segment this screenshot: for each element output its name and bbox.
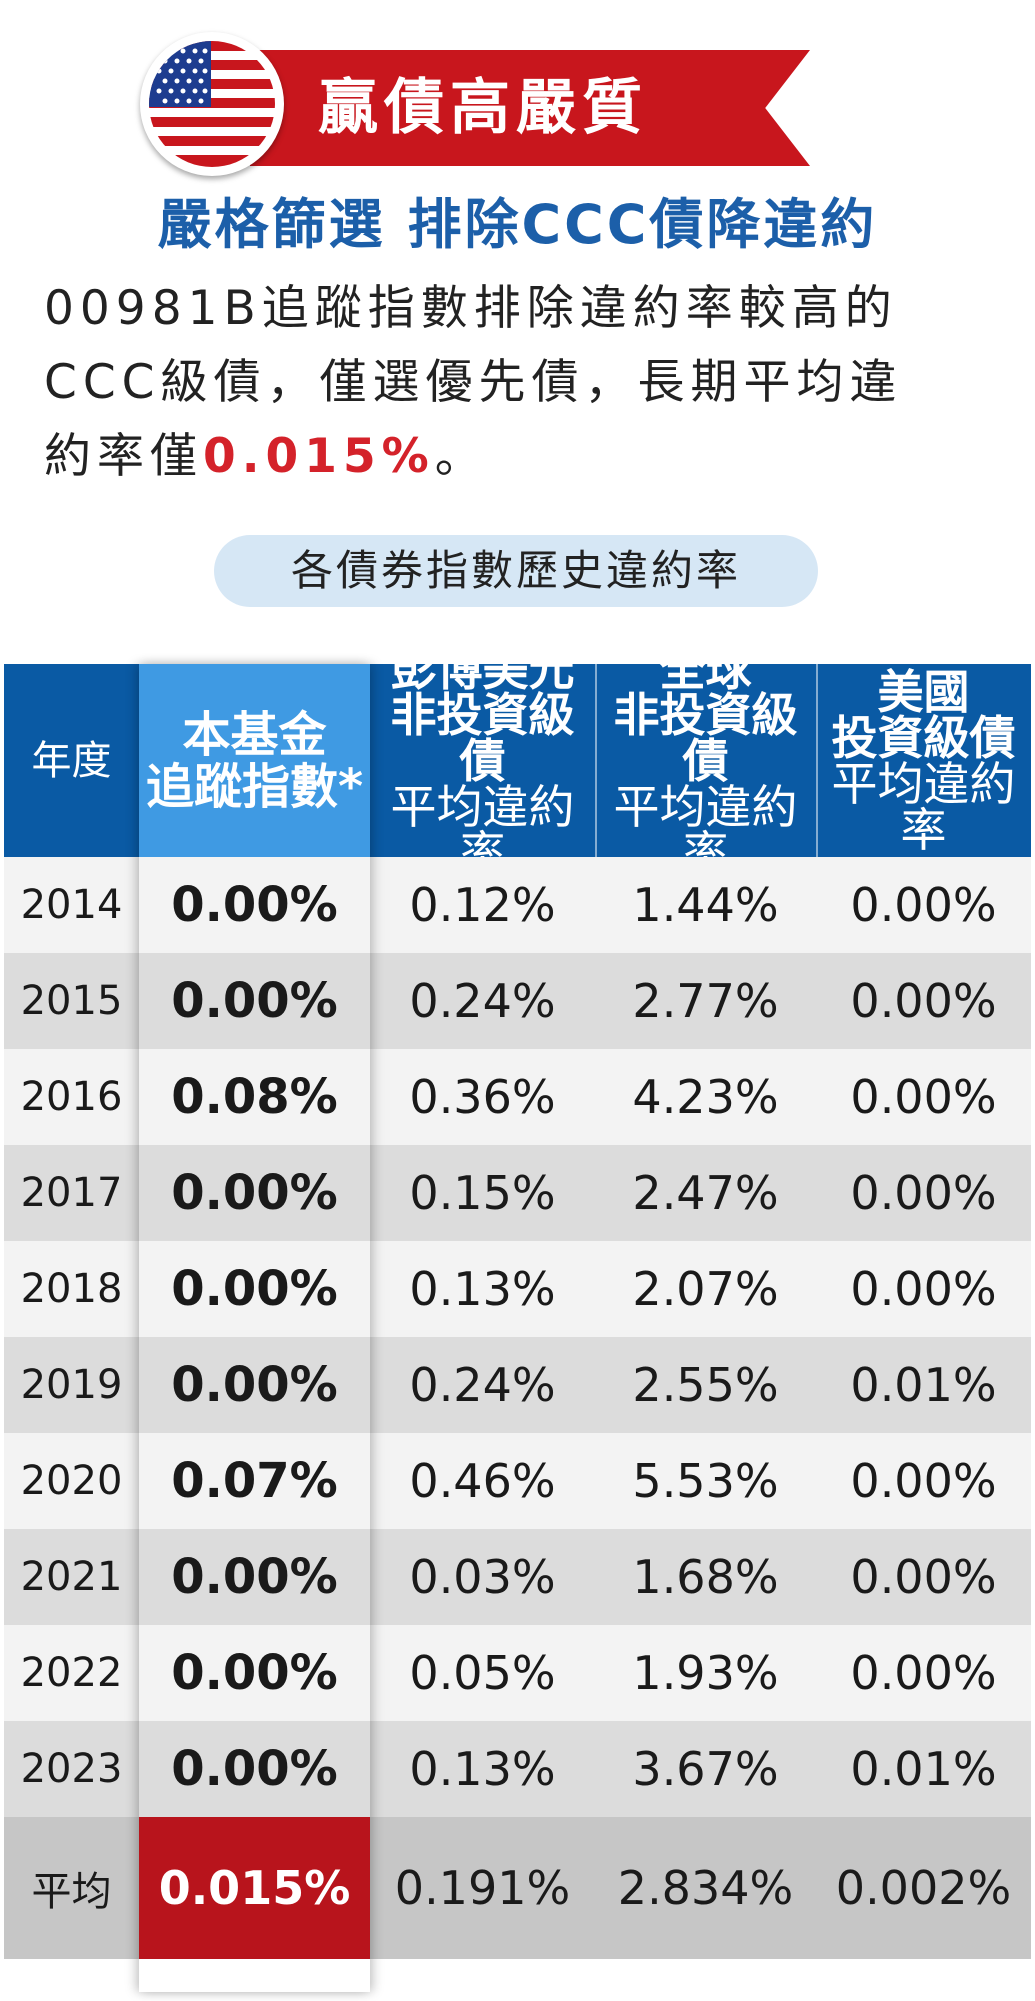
description: 00981B追蹤指數排除違約率較高的 CCC級債，僅選優先債，長期平均違 約率僅… xyxy=(44,272,1004,494)
description-line: 約率僅0.015%。 xyxy=(44,420,1004,494)
header-text: 非投資級債 xyxy=(390,687,575,788)
cell-us: 0.00% xyxy=(850,1454,997,1508)
cell-fund: 0.00% xyxy=(171,1165,338,1221)
cell-global: 4.23% xyxy=(632,1070,779,1124)
table-header: 年度 本基金 追蹤指數* 彭博美元 非投資級債 平均違約率 全球 非投資級債 平均違約率 … xyxy=(4,646,1031,876)
cell-year: 2022 xyxy=(20,1650,123,1696)
cell-year: 2018 xyxy=(20,1266,123,1312)
table-row: 2022 0.00% 0.05% 1.93% 0.00% xyxy=(4,1625,1031,1721)
description-line: CCC級債，僅選優先債，長期平均違 xyxy=(44,355,903,410)
cell-global: 1.68% xyxy=(632,1550,779,1604)
header-fund-line2: 追蹤指數* xyxy=(145,758,364,815)
cell-us: 0.00% xyxy=(850,1646,997,1700)
cell-bbg: 0.191% xyxy=(394,1861,571,1915)
header-fund-line1: 本基金 xyxy=(182,706,327,763)
cell-bbg: 0.13% xyxy=(409,1262,556,1316)
cell-fund: 0.00% xyxy=(171,1261,338,1317)
cell-global: 3.67% xyxy=(632,1742,779,1796)
table-row: 2016 0.08% 0.36% 4.23% 0.00% xyxy=(4,1049,1031,1145)
cell-us: 0.01% xyxy=(850,1742,997,1796)
cell-bbg: 0.36% xyxy=(409,1070,556,1124)
cell-year: 2023 xyxy=(20,1746,123,1792)
header-us: 美國 投資級債 平均違約率 xyxy=(816,664,1031,857)
header-text: 彭博美元 xyxy=(390,641,575,696)
cell-global: 5.53% xyxy=(632,1454,779,1508)
section-title: 各債券指數歷史違約率 xyxy=(214,535,818,607)
description-text: 約率僅 xyxy=(44,429,203,484)
cell-year: 2014 xyxy=(20,882,123,928)
header-global: 全球 非投資級債 平均違約率 xyxy=(595,646,816,876)
cell-fund: 0.00% xyxy=(171,1741,338,1797)
table-row: 2015 0.00% 0.24% 2.77% 0.00% xyxy=(4,953,1031,1049)
default-rate-table: 年度 本基金 追蹤指數* 彭博美元 非投資級債 平均違約率 全球 非投資級債 平均違約率 … xyxy=(4,646,1031,1959)
cell-global: 1.93% xyxy=(632,1646,779,1700)
banner-title: 贏債高嚴質 xyxy=(318,73,648,143)
cell-us: 0.00% xyxy=(850,1166,997,1220)
highlight-rate: 0.015% xyxy=(203,429,435,484)
cell-year: 2019 xyxy=(20,1362,123,1408)
cell-year: 2017 xyxy=(20,1170,123,1216)
header-text: 非投資級債 xyxy=(613,687,798,788)
cell-bbg: 0.46% xyxy=(409,1454,556,1508)
title-banner xyxy=(250,50,810,166)
cell-fund: 0.07% xyxy=(171,1453,338,1509)
cell-fund: 0.00% xyxy=(171,973,338,1029)
table-row: 2014 0.00% 0.12% 1.44% 0.00% xyxy=(4,857,1031,953)
cell-us: 0.00% xyxy=(850,1550,997,1604)
table-row: 2017 0.00% 0.15% 2.47% 0.00% xyxy=(4,1145,1031,1241)
cell-fund: 0.08% xyxy=(171,1069,338,1125)
cell-bbg: 0.15% xyxy=(409,1166,556,1220)
description-text: 。 xyxy=(434,429,488,484)
header-divider xyxy=(595,664,597,857)
cell-year: 2016 xyxy=(20,1074,123,1120)
cell-bbg: 0.24% xyxy=(409,1358,556,1412)
cell-global: 1.44% xyxy=(632,878,779,932)
cell-fund-average: 0.015% xyxy=(139,1817,370,1959)
header-fund: 本基金 追蹤指數* xyxy=(139,664,370,857)
cell-global: 2.55% xyxy=(632,1358,779,1412)
cell-global: 2.77% xyxy=(632,974,779,1028)
header-text: 全球 xyxy=(659,641,752,696)
subtitle: 嚴格篩選 排除CCC債降違約 xyxy=(157,193,878,256)
header-bbg: 彭博美元 非投資級債 平均違約率 xyxy=(370,646,595,876)
table-row: 2020 0.07% 0.46% 5.53% 0.00% xyxy=(4,1433,1031,1529)
table-row: 2018 0.00% 0.13% 2.07% 0.00% xyxy=(4,1241,1031,1337)
table-row: 2019 0.00% 0.24% 2.55% 0.01% xyxy=(4,1337,1031,1433)
header-year: 年度 xyxy=(31,737,112,784)
cell-fund: 0.00% xyxy=(171,1645,338,1701)
cell-bbg: 0.05% xyxy=(409,1646,556,1700)
cell-year: 2021 xyxy=(20,1554,123,1600)
cell-us: 0.00% xyxy=(850,1070,997,1124)
header-text: 平均違約率 xyxy=(831,756,1016,857)
cell-bbg: 0.03% xyxy=(409,1550,556,1604)
table-row-average: 平均 0.015% 0.191% 2.834% 0.002% xyxy=(4,1817,1031,1959)
cell-us: 0.002% xyxy=(835,1861,1012,1915)
cell-global: 2.834% xyxy=(617,1861,794,1915)
cell-fund: 0.00% xyxy=(171,1549,338,1605)
cell-bbg: 0.12% xyxy=(409,878,556,932)
cell-global: 2.47% xyxy=(632,1166,779,1220)
cell-us: 0.01% xyxy=(850,1358,997,1412)
table-row: 2023 0.00% 0.13% 3.67% 0.01% xyxy=(4,1721,1031,1817)
header-text: 美國 xyxy=(877,664,970,719)
cell-us: 0.00% xyxy=(850,878,997,932)
cell-bbg: 0.24% xyxy=(409,974,556,1028)
description-line: 00981B追蹤指數排除違約率較高的 xyxy=(44,281,898,336)
header-text: 投資級債 xyxy=(831,710,1016,765)
cell-bbg: 0.13% xyxy=(409,1742,556,1796)
cell-fund: 0.00% xyxy=(171,877,338,933)
cell-year: 2020 xyxy=(20,1458,123,1504)
cell-global: 2.07% xyxy=(632,1262,779,1316)
cell-fund: 0.00% xyxy=(171,1357,338,1413)
cell-us: 0.00% xyxy=(850,974,997,1028)
header-divider xyxy=(816,664,818,857)
cell-year: 2015 xyxy=(20,978,123,1024)
us-flag-icon xyxy=(140,32,284,176)
table-row: 2021 0.00% 0.03% 1.68% 0.00% xyxy=(4,1529,1031,1625)
cell-year: 平均 xyxy=(31,1869,112,1915)
cell-us: 0.00% xyxy=(850,1262,997,1316)
